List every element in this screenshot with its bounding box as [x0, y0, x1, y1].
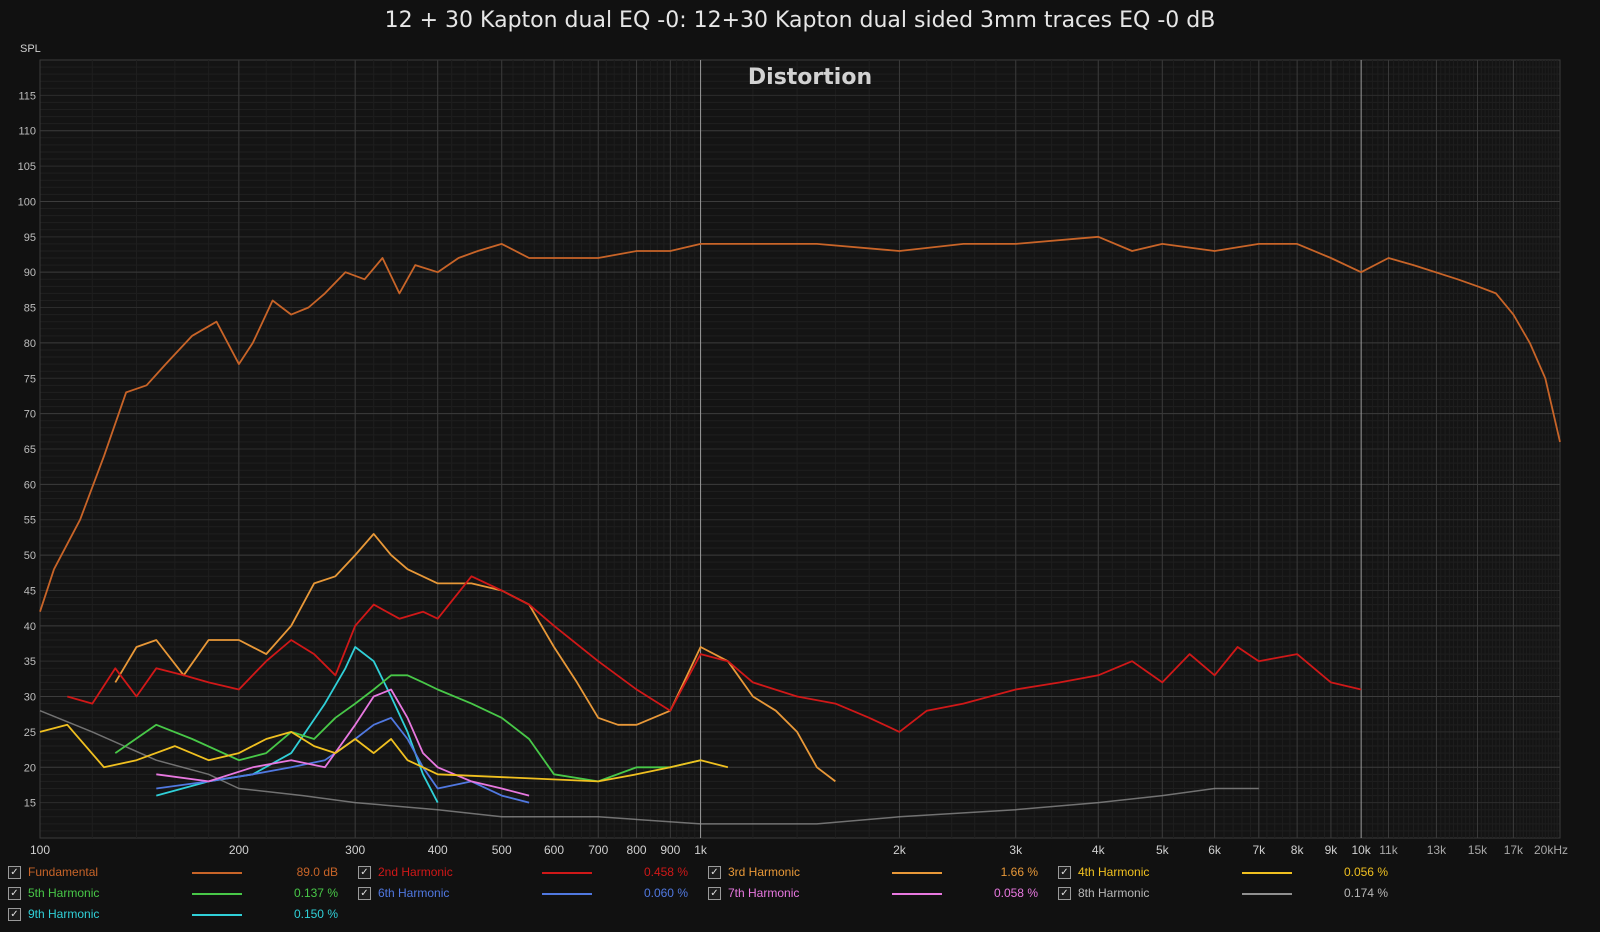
y-tick-label: 45 — [24, 585, 36, 597]
legend-swatch — [892, 893, 942, 895]
x-tick-label: 6k — [1208, 843, 1222, 857]
x-tick-label: 3k — [1009, 843, 1023, 857]
x-tick-label: 5k — [1156, 843, 1170, 857]
legend-label: 4th Harmonic — [1078, 865, 1150, 879]
legend-value: 0.058 % — [993, 886, 1038, 900]
x-tick-label: 9k — [1325, 843, 1339, 857]
legend-label: 3rd Harmonic — [728, 865, 801, 879]
y-tick-label: 110 — [18, 126, 36, 138]
legend-checkbox[interactable]: ✓ — [358, 866, 371, 879]
y-tick-label: 30 — [24, 692, 36, 704]
x-tick-label: 7k — [1252, 843, 1266, 857]
legend-checkbox[interactable]: ✓ — [1058, 866, 1071, 879]
y-tick-label: 95 — [24, 232, 36, 244]
legend-checkbox[interactable]: ✓ — [708, 866, 721, 879]
legend-value: 1.66 % — [1000, 865, 1038, 879]
y-axis-label: SPL — [20, 43, 41, 55]
legend-value: 0.174 % — [1343, 886, 1388, 900]
y-tick-label: 55 — [24, 515, 36, 527]
legend-value: 0.150 % — [293, 907, 338, 921]
x-tick-label: 2k — [893, 843, 907, 857]
legend-value: 0.060 % — [643, 886, 688, 900]
legend-value: 0.458 % — [643, 865, 688, 879]
legend-label: 9th Harmonic — [28, 907, 100, 921]
x-tick-label: 20kHz — [1534, 843, 1568, 857]
series-line-4th-harmonic — [39, 723, 729, 783]
x-tick-label: 400 — [428, 843, 448, 857]
y-tick-label: 60 — [24, 479, 36, 491]
y-tick-label: 75 — [24, 373, 36, 385]
x-tick-label: 4k — [1092, 843, 1106, 857]
x-tick-label: 600 — [544, 843, 564, 857]
axis-labels: 15 20 25 30 35 40 45 50 55 60 65 70 75 80 85 90 95 100 105… — [18, 90, 1568, 857]
x-tick-label: 800 — [627, 843, 647, 857]
distortion-chart: 15 20 25 30 35 40 45 50 55 60 65 70 75 80 85 90 95 100 105… — [18, 43, 1568, 857]
legend-label: 8th Harmonic — [1078, 886, 1150, 900]
series-line-5th-harmonic — [114, 674, 701, 783]
legend-swatch — [892, 872, 942, 874]
y-tick-label: 20 — [24, 762, 36, 774]
y-tick-label: 35 — [24, 656, 36, 668]
y-tick-label: 85 — [24, 303, 36, 315]
series-line-7th-harmonic — [156, 688, 530, 797]
y-tick-label: 15 — [24, 798, 36, 810]
y-tick-label: 115 — [18, 90, 36, 102]
legend-checkbox[interactable]: ✓ — [8, 887, 21, 900]
legend-checkbox[interactable]: ✓ — [708, 887, 721, 900]
legend-value: 89.0 dB — [296, 865, 338, 879]
y-tick-label: 25 — [24, 727, 36, 739]
y-tick-label: 80 — [24, 338, 36, 350]
legend-swatch — [192, 914, 242, 916]
y-tick-label: 100 — [18, 196, 36, 208]
x-tick-label: 900 — [660, 843, 680, 857]
x-tick-label: 500 — [492, 843, 512, 857]
x-tick-label: 13k — [1427, 843, 1447, 857]
legend-value: 0.137 % — [293, 886, 338, 900]
window-title: 12 + 30 Kapton dual EQ -0: 12+30 Kapton … — [384, 8, 1216, 33]
legend-swatch — [192, 872, 242, 874]
y-tick-label: 70 — [24, 409, 36, 421]
x-tick-label: 200 — [229, 843, 249, 857]
x-tick-label: 300 — [345, 843, 365, 857]
chart-title: Distortion — [748, 65, 872, 90]
x-tick-label: 15k — [1468, 843, 1488, 857]
legend-checkbox[interactable]: ✓ — [8, 908, 21, 921]
y-tick-label: 105 — [18, 161, 36, 173]
series-line-6th-harmonic — [156, 716, 530, 804]
legend-swatch — [542, 872, 592, 874]
legend-swatch — [542, 893, 592, 895]
x-tick-label: 8k — [1291, 843, 1305, 857]
legend-swatch — [1242, 893, 1292, 895]
y-tick-label: 65 — [24, 444, 36, 456]
grid-major — [39, 60, 1561, 838]
y-tick-label: 40 — [24, 621, 36, 633]
series-layer — [39, 235, 1561, 825]
x-tick-label: 10k — [1351, 843, 1371, 857]
legend-value: 0.056 % — [1343, 865, 1388, 879]
legend-checkbox[interactable]: ✓ — [1058, 887, 1071, 900]
legend-label: 5th Harmonic — [28, 886, 100, 900]
legend-label: 6th Harmonic — [378, 886, 450, 900]
legend-swatch — [1242, 872, 1292, 874]
y-tick-label: 50 — [24, 550, 36, 562]
legend-label: 2nd Harmonic — [378, 865, 453, 879]
legend-label: Fundamental — [28, 865, 99, 879]
series-line-fundamental — [39, 235, 1561, 612]
x-tick-label: 17k — [1504, 843, 1524, 857]
legend-checkbox[interactable]: ✓ — [358, 887, 371, 900]
y-tick-label: 90 — [24, 267, 36, 279]
legend-checkbox[interactable]: ✓ — [8, 866, 21, 879]
x-tick-label: 700 — [588, 843, 608, 857]
x-tick-label: 100 — [30, 843, 50, 857]
series-line-2nd-harmonic — [67, 575, 1362, 733]
legend-swatch — [192, 893, 242, 895]
x-tick-label: 1k — [694, 843, 708, 857]
series-line-8th-harmonic — [39, 710, 1259, 825]
x-tick-label: 11k — [1379, 843, 1398, 857]
legend-label: 7th Harmonic — [728, 886, 800, 900]
